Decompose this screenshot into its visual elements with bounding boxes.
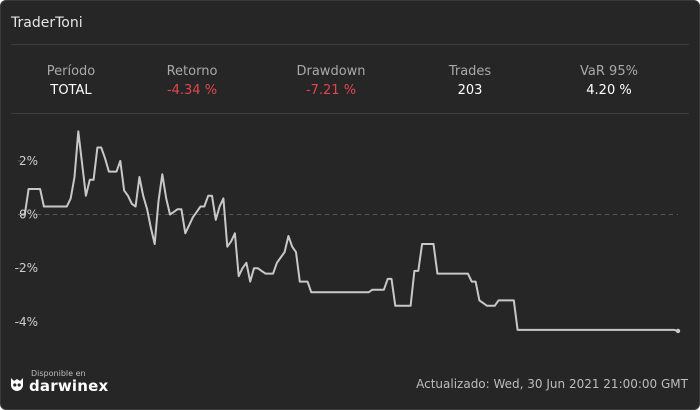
y-tick-label: -4% [15, 315, 38, 329]
stat-value: TOTAL [50, 83, 92, 98]
stat-trades: Trades 203 [410, 64, 530, 99]
stat-label: Retorno [166, 64, 218, 79]
stat-period: Período TOTAL [11, 64, 131, 99]
stat-label: Período [46, 64, 96, 79]
return-line-chart: 2% 0% -2% -4% [15, 130, 681, 334]
stat-drawdown: Drawdown -7.21 % [271, 64, 391, 99]
brand-caption: Disponible en [31, 369, 86, 378]
stat-value: -7.21 % [305, 83, 357, 98]
stat-var: VaR 95% 4.20 % [549, 64, 669, 99]
darwinex-brand[interactable]: Disponible en darwinex [9, 369, 129, 399]
stats-row: Período TOTAL Retorno -4.34 % Drawdown -… [1, 64, 699, 104]
stat-value: 4.20 % [586, 83, 632, 98]
y-tick-label: 0% [19, 208, 38, 222]
stat-label: Drawdown [296, 64, 366, 79]
stat-value: 203 [457, 83, 483, 98]
y-tick-label: -2% [15, 261, 38, 275]
header-divider [11, 44, 689, 45]
y-tick-label: 2% [19, 154, 38, 168]
stat-return: Retorno -4.34 % [132, 64, 252, 99]
updated-timestamp: Actualizado: Wed, 30 Jun 2021 21:00:00 G… [416, 377, 688, 391]
stat-label: Trades [448, 64, 492, 79]
series-line [21, 130, 679, 332]
darwinex-logo-icon [11, 378, 23, 391]
last-point [675, 328, 681, 334]
y-axis: 2% 0% -2% -4% [15, 154, 38, 329]
stats-divider [11, 113, 689, 114]
stat-value: -4.34 % [166, 83, 218, 98]
brand-name: darwinex [29, 377, 109, 395]
stat-label: VaR 95% [580, 64, 638, 79]
widget-title: TraderToni [11, 15, 83, 31]
